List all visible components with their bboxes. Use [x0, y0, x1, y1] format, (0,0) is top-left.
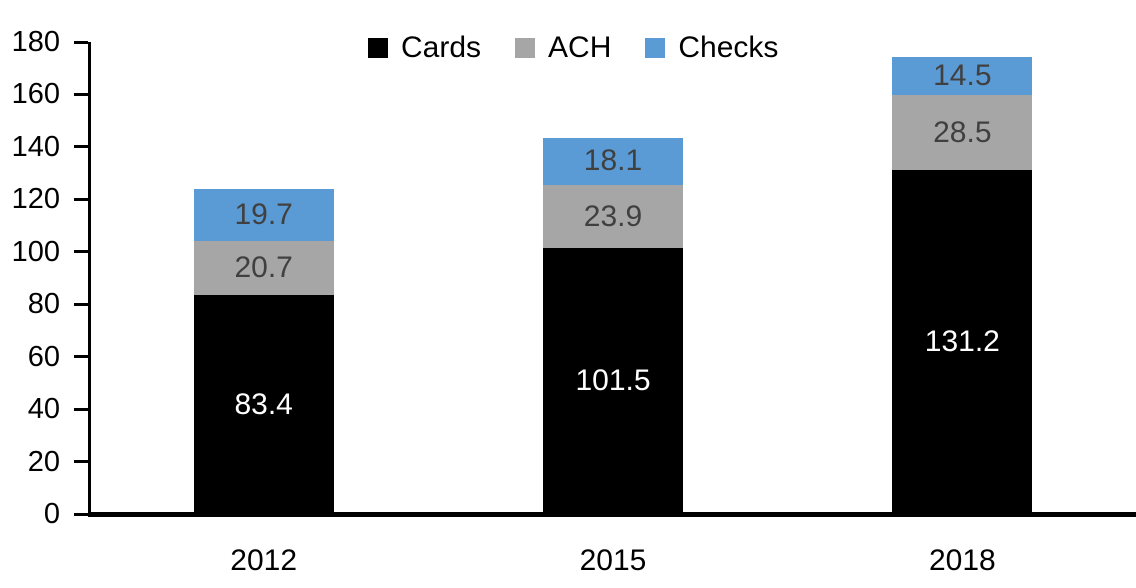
y-tick-mark: [74, 302, 88, 306]
bar-value-label: 20.7: [234, 251, 293, 285]
bar-segment-cards-2015: 101.5: [543, 247, 683, 514]
bar-segment-checks-2018: 14.5: [892, 57, 1033, 96]
x-tick-label-2015: 2015: [579, 544, 647, 577]
x-axis-line: [88, 512, 1136, 517]
y-tick-mark: [74, 460, 88, 464]
y-axis-line: [88, 42, 91, 515]
legend-swatch-ach-icon: [515, 38, 536, 58]
y-tick-mark: [74, 512, 88, 516]
bar-value-label: 28.5: [933, 115, 992, 149]
bar-segment-checks-2012: 19.7: [193, 189, 334, 242]
bar-segment-checks-2015: 18.1: [543, 137, 683, 186]
legend-item-cards: Cards: [368, 33, 481, 63]
y-tick-mark: [74, 407, 88, 411]
bar-segment-ach-2018: 28.5: [892, 95, 1033, 170]
legend-label: Cards: [401, 31, 482, 64]
bar-value-label: 83.4: [234, 387, 293, 421]
bar-value-label: 23.9: [583, 199, 643, 233]
bar-segment-cards-2018: 131.2: [892, 169, 1033, 514]
x-tick-label-2012: 2012: [230, 544, 298, 577]
y-tick-label: 0: [43, 498, 60, 530]
bar-segment-cards-2012: 83.4: [193, 295, 334, 514]
legend-label: Checks: [678, 31, 779, 64]
y-tick-mark: [74, 40, 88, 44]
y-tick-label: 80: [27, 288, 60, 321]
chart-legend: Cards ACH Checks: [368, 33, 778, 63]
legend-item-ach: ACH: [515, 33, 611, 63]
y-tick-mark: [74, 250, 88, 254]
x-tick-label-2018: 2018: [928, 544, 996, 577]
y-tick-label: 120: [11, 183, 60, 216]
bar-value-label: 18.1: [583, 144, 643, 178]
legend-label: ACH: [548, 31, 612, 64]
bar-value-label: 101.5: [575, 363, 651, 397]
y-tick-label: 140: [11, 130, 60, 163]
bar-segment-ach-2015: 23.9: [543, 185, 683, 248]
bar-segment-ach-2012: 20.7: [193, 241, 334, 296]
y-tick-label: 160: [11, 78, 60, 111]
y-tick-mark: [74, 355, 88, 359]
y-tick-label: 100: [11, 235, 60, 268]
legend-swatch-checks-icon: [645, 38, 666, 58]
bar-value-label: 19.7: [234, 198, 293, 232]
y-tick-mark: [74, 145, 88, 149]
y-tick-label: 180: [11, 26, 60, 58]
legend-swatch-cards-icon: [368, 38, 388, 58]
y-tick-mark: [74, 197, 88, 201]
legend-item-checks: Checks: [645, 33, 778, 63]
y-tick-label: 20: [27, 445, 60, 478]
bar-value-label: 131.2: [924, 324, 1000, 358]
y-tick-mark: [74, 92, 88, 96]
y-tick-label: 40: [27, 393, 60, 426]
y-tick-label: 60: [27, 340, 60, 373]
bar-value-label: 14.5: [933, 59, 992, 93]
